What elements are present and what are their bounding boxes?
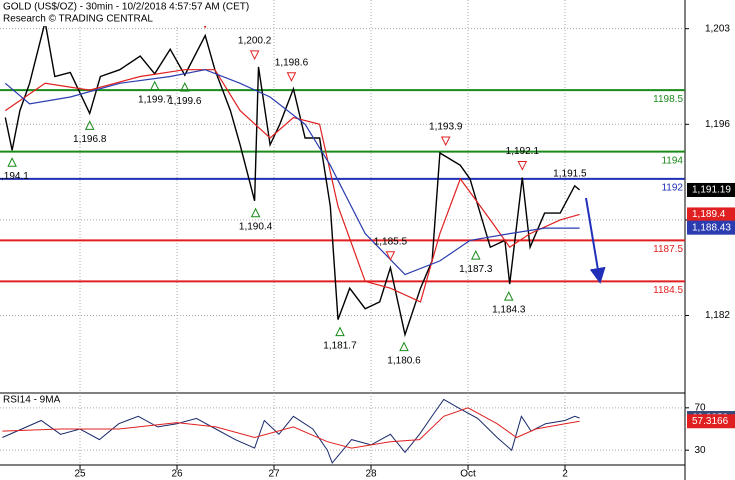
pivot-marker	[385, 251, 396, 261]
pivot-label: 1,180.6	[387, 355, 421, 366]
pivot-marker	[84, 120, 95, 130]
rsi-title: RSI14 - 9MA	[3, 395, 61, 406]
price-tag	[687, 182, 735, 197]
price-line	[4, 21, 581, 338]
forecast-arrow	[585, 197, 606, 284]
pivot-label: 1,193.9	[429, 122, 463, 133]
price-tag-label: 1,188.43	[692, 222, 731, 233]
title-bg	[0, 0, 260, 26]
price-tag	[687, 220, 735, 235]
pivot-marker	[399, 341, 409, 352]
y-tick-label: 70	[694, 402, 706, 413]
pivot-label: 1,199.6	[168, 96, 202, 107]
pivot-marker	[179, 82, 190, 92]
pivot-label: 1,199.7	[138, 94, 172, 105]
chart-title: GOLD (US$/OZ) - 30min - 10/2/2018 4:57:5…	[3, 2, 249, 13]
price-tag-label: 1,189.4	[692, 209, 726, 220]
pivot-marker	[286, 72, 297, 82]
pivot-marker	[250, 207, 261, 218]
moving-average	[4, 69, 580, 303]
x-tick-label: 27	[268, 469, 280, 480]
level-label: 1187.5	[653, 244, 683, 255]
pivot-marker	[440, 136, 451, 147]
pivot-label: 1,184.3	[492, 305, 526, 316]
price-tag	[687, 414, 735, 429]
rsi-line	[2, 407, 580, 449]
pivot-label: 1,196.8	[73, 134, 107, 145]
chart-subtitle: Research © TRADING CENTRAL	[3, 14, 153, 25]
y-tick-label: 1,203	[705, 23, 730, 34]
x-tick-label: 28	[365, 469, 377, 480]
level-label: 1192	[661, 183, 683, 194]
x-tick-label: 25	[74, 469, 86, 480]
moving-average	[4, 69, 580, 276]
pivot-label: 1,191.5	[553, 168, 587, 179]
x-tick-label: 2	[562, 469, 568, 480]
pivot-label: 1,190.4	[239, 221, 273, 232]
pivot-label: 1,185.5	[374, 236, 408, 247]
pivot-marker	[335, 326, 345, 337]
pivot-marker	[503, 290, 514, 301]
level-label: 1184.5	[653, 285, 683, 296]
pivot-marker	[7, 157, 17, 167]
pivot-marker	[517, 161, 528, 171]
rsi-line	[2, 398, 580, 464]
price-tag-label: 57.3166	[692, 416, 729, 427]
pivot-label: 1,198.6	[275, 57, 309, 68]
pivot-label: 1,194.1	[0, 171, 29, 182]
level-label: 1194	[661, 155, 683, 166]
y-tick-label: 1,196	[705, 119, 730, 130]
pivot-label: 1,192.1	[506, 146, 540, 157]
pivot-label: 1,200.2	[238, 36, 272, 47]
price-tag-label: 1,191.19	[692, 185, 731, 196]
x-tick-label: Oct	[460, 469, 476, 480]
pivot-marker	[249, 50, 260, 61]
price-tag	[687, 207, 735, 222]
x-tick-label: 26	[171, 469, 183, 480]
level-label: 1198.5	[653, 94, 683, 105]
pivot-label: 1,181.7	[323, 340, 357, 351]
y-tick-label: 30	[694, 445, 706, 456]
pivot-marker	[149, 80, 160, 91]
y-tick-label: 1,182	[705, 310, 730, 321]
pivot-marker	[470, 250, 481, 260]
pivot-label: 1,187.3	[459, 264, 493, 275]
